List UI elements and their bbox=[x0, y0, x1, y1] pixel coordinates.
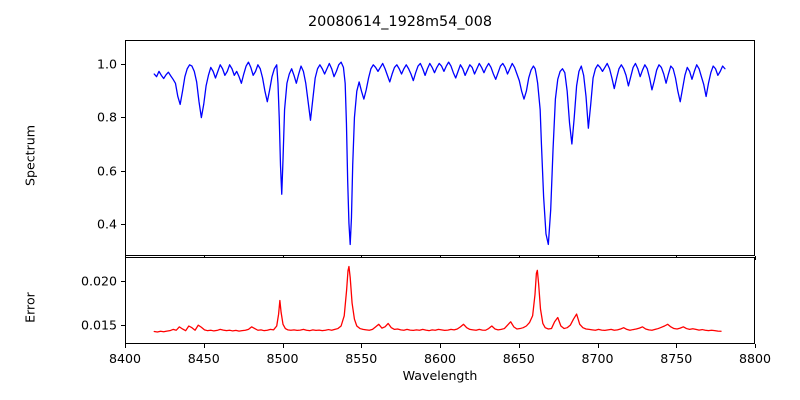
spectrum-line bbox=[153, 61, 726, 246]
error-y-axis-label: Error bbox=[22, 292, 38, 323]
x-tick-mark bbox=[518, 344, 520, 348]
error-plot-area bbox=[153, 265, 722, 333]
x-tick-mark bbox=[282, 344, 284, 348]
y-tick-mark bbox=[121, 324, 125, 326]
page-title: 20080614_1928m54_008 bbox=[307, 14, 493, 30]
spectrum-panel bbox=[125, 40, 755, 256]
x-tick-mark bbox=[361, 344, 363, 348]
x-tick-label: 8650 bbox=[502, 351, 535, 366]
y-tick-label: 1.0 bbox=[96, 56, 117, 72]
x-tick-label: 8550 bbox=[345, 351, 378, 366]
x-tick-label: 8750 bbox=[660, 351, 693, 366]
x-tick-mark bbox=[755, 344, 757, 348]
error-line bbox=[153, 265, 722, 333]
y-tick-mark bbox=[121, 64, 125, 66]
y-tick-label: 0.020 bbox=[80, 273, 117, 289]
y-tick-mark bbox=[121, 281, 125, 283]
x-axis-label: Wavelength bbox=[402, 368, 478, 383]
x-tick-mark bbox=[676, 344, 678, 348]
spectrum-plot-area bbox=[153, 61, 726, 246]
x-tick-label: 8600 bbox=[423, 351, 457, 366]
x-tick-mark bbox=[440, 344, 442, 348]
x-tick-mark bbox=[755, 256, 757, 260]
x-tick-label: 8800 bbox=[738, 351, 772, 366]
error-panel bbox=[125, 257, 755, 344]
x-tick-mark bbox=[125, 344, 127, 348]
y-tick-mark bbox=[121, 117, 125, 119]
x-tick-mark bbox=[203, 344, 205, 348]
y-tick-label: 0.6 bbox=[96, 163, 117, 179]
x-tick-label: 8700 bbox=[581, 351, 614, 366]
y-tick-mark bbox=[121, 170, 125, 172]
x-tick-label: 8450 bbox=[187, 351, 220, 366]
x-tick-label: 8400 bbox=[108, 351, 142, 366]
x-tick-mark bbox=[597, 344, 599, 348]
y-tick-label: 0.8 bbox=[96, 109, 117, 125]
x-tick-label: 8500 bbox=[266, 351, 299, 366]
y-tick-label: 0.4 bbox=[96, 216, 117, 232]
y-tick-mark bbox=[121, 224, 125, 226]
y-tick-label: 0.015 bbox=[80, 317, 117, 333]
spectrum-y-axis-label: Spectrum bbox=[22, 124, 38, 187]
